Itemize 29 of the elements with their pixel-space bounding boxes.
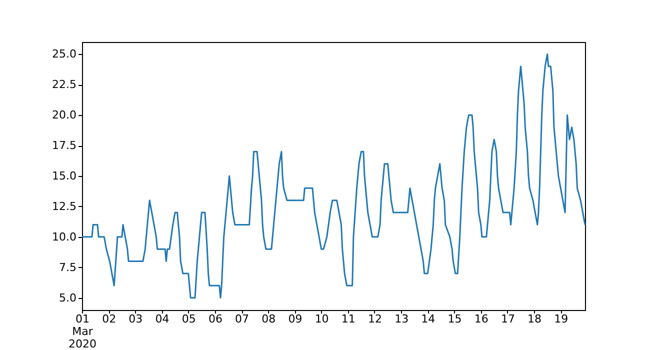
y-tick-label: 10.0 — [52, 230, 76, 244]
y-tick-label: 20.0 — [52, 108, 76, 122]
y-tick-label: 17.5 — [52, 139, 76, 152]
x-tick-label: 03 — [128, 312, 143, 326]
x-tick-label: 14 — [421, 312, 436, 326]
y-tick-label: 12.5 — [52, 200, 76, 213]
x-tick-label: 07 — [235, 312, 250, 326]
x-tick-label: 05 — [182, 312, 196, 326]
x-tick-label: 19 — [554, 312, 568, 326]
x-tick-label: 12 — [368, 312, 382, 326]
x-tick-label: 11 — [341, 312, 356, 326]
x-tick-label: 18 — [528, 312, 542, 326]
x-tick-label: 10 — [314, 312, 329, 326]
y-tick-label: 5.0 — [59, 291, 76, 304]
x-tick-label: 02 — [102, 312, 116, 326]
x-tick-label: 08 — [262, 312, 276, 326]
x-tick-label: 13 — [394, 312, 409, 326]
y-tick-label: 25.0 — [52, 48, 76, 61]
x-tick-label: 04 — [155, 312, 170, 326]
y-tick-label: 7.5 — [59, 260, 76, 274]
x-tick-label: 16 — [474, 312, 488, 326]
y-tick-label: 15.0 — [52, 170, 76, 182]
x-tick-label: 17 — [500, 312, 515, 326]
x-tick-label: 09 — [288, 312, 302, 326]
y-tick-label: 22.5 — [52, 78, 76, 92]
x-tick-label: 15 — [448, 312, 462, 326]
x-tick-label: 06 — [208, 312, 222, 326]
line-series — [81, 53, 586, 299]
x-tick-label: 01 Mar 2020 — [68, 312, 96, 350]
